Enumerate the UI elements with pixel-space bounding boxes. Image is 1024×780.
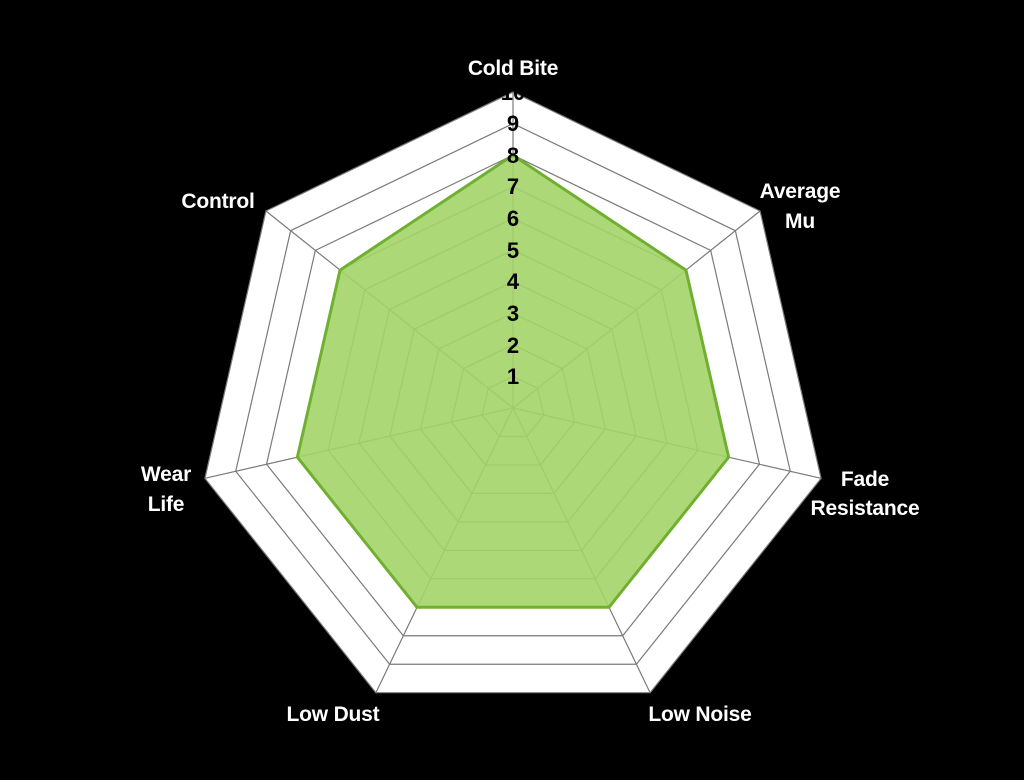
axis-label-cold-bite: Cold Bite (468, 57, 558, 80)
grid-ring-8 (265, 154, 761, 637)
axis-label-low-noise: Low Noise (648, 703, 751, 726)
tick-label-1: 1 (507, 364, 519, 389)
radar-series-layer (295, 153, 731, 609)
tick-label-5: 5 (507, 238, 519, 263)
axis-label-fade-resistance-line2: Resistance (811, 497, 920, 520)
tick-label-8: 8 (507, 143, 519, 168)
axis-label-wear-life-line1: Wear (141, 463, 191, 486)
tick-label-3: 3 (507, 301, 519, 326)
series-polygon-0 (295, 153, 731, 609)
axis-label-fade-resistance-line1: Fade (841, 468, 889, 491)
tick-label-9: 9 (507, 111, 519, 136)
radar-tick-labels: 10 9 8 7 6 5 4 3 2 1 (501, 80, 525, 389)
axis-label-average-mu-line1: Average (760, 180, 841, 203)
tick-label-7: 7 (507, 174, 519, 199)
tick-label-2: 2 (507, 333, 519, 358)
axis-label-low-dust: Low Dust (287, 703, 380, 726)
axis-label-control: Control (181, 190, 254, 213)
grid-ring-9 (235, 123, 791, 665)
axis-label-wear-life-line2: Life (148, 493, 185, 516)
tick-label-4: 4 (507, 269, 520, 294)
tick-label-10: 10 (501, 80, 525, 105)
axis-label-average-mu-line2: Mu (785, 210, 815, 233)
tick-label-6: 6 (507, 206, 519, 231)
radar-axis-labels: Cold Bite Average Mu Fade Resistance Low… (139, 55, 921, 727)
